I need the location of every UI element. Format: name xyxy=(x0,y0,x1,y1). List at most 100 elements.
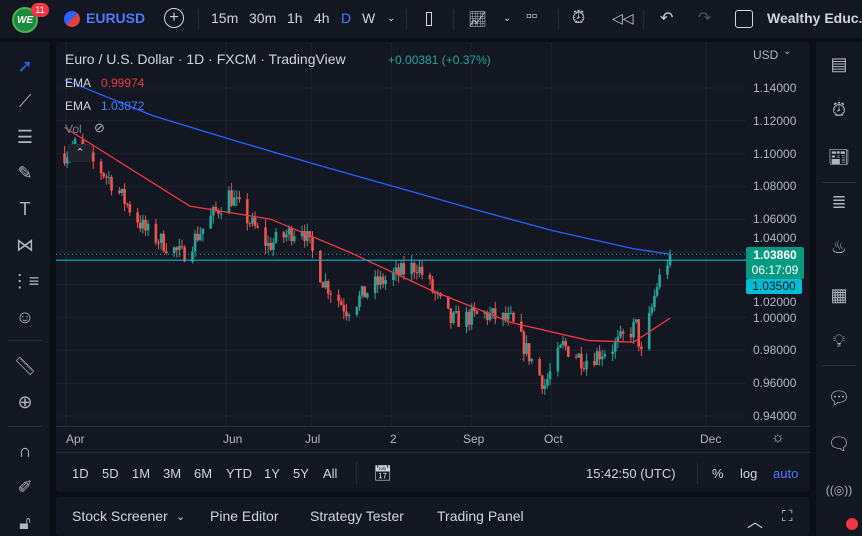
alarm-clock-icon[interactable]: ⏰︎ xyxy=(831,99,847,120)
ema-slow-label[interactable]: EMA xyxy=(65,99,92,113)
candle-body xyxy=(543,385,547,389)
candle-body xyxy=(272,242,275,250)
emoji-icon[interactable]: ☺ xyxy=(15,306,35,327)
candle-body xyxy=(138,222,142,229)
chevron-down-icon[interactable]: ⌄ xyxy=(176,511,186,523)
price-chart[interactable] xyxy=(56,42,810,492)
forecast-icon[interactable]: ⋮≡ xyxy=(10,270,40,291)
interval-d[interactable]: D xyxy=(341,10,352,26)
chevron-down-icon[interactable]: ⌄ xyxy=(387,13,396,24)
auto-toggle[interactable]: auto xyxy=(773,466,799,481)
ruler-icon[interactable]: 📏︎ xyxy=(13,355,37,376)
candle-body xyxy=(337,294,340,302)
candle-body xyxy=(637,319,641,347)
zoom-in-icon[interactable]: ⊕ xyxy=(17,391,33,412)
clock-utc[interactable]: 15:42:50 (UTC) xyxy=(586,466,676,481)
candle-body xyxy=(157,242,160,244)
interval-1h[interactable]: 1h xyxy=(287,10,303,26)
text-icon[interactable]: T xyxy=(19,198,31,219)
interval-15m[interactable]: 15m xyxy=(211,10,239,26)
layout-checkbox[interactable] xyxy=(735,10,753,28)
candle-body xyxy=(504,312,507,320)
candle-body xyxy=(418,266,421,273)
range-ytd[interactable]: YTD xyxy=(226,466,252,481)
candle-body xyxy=(266,242,270,246)
candle-body xyxy=(559,345,562,348)
messages-icon[interactable]: 🗨︎ xyxy=(827,433,851,454)
calendar-icon[interactable]: ▦ xyxy=(830,284,848,305)
range-all[interactable]: All xyxy=(323,466,338,481)
currency-chevron-icon[interactable]: ⌄ xyxy=(783,46,792,57)
horizontal-lines-icon[interactable]: ☰ xyxy=(16,126,34,147)
candle-body xyxy=(191,251,194,262)
range-3m[interactable]: 3M xyxy=(163,466,182,481)
streams-icon[interactable]: ((◎)) xyxy=(825,483,853,497)
vol-label[interactable]: Vol xyxy=(65,122,82,136)
candle-body xyxy=(658,274,661,288)
tab-pine-editor[interactable]: Pine Editor xyxy=(210,508,279,524)
collapse-legend-button[interactable]: ⌃ xyxy=(68,144,92,162)
maximize-panel-icon[interactable]: ⛶ xyxy=(782,508,793,525)
interval-30m[interactable]: 30m xyxy=(249,10,277,26)
lock-drawings-icon[interactable]: ✐ xyxy=(17,476,33,497)
candle-body xyxy=(363,286,367,298)
price-tick: 1.10000 xyxy=(753,146,797,161)
pattern-icon[interactable]: ⋈ xyxy=(16,234,34,255)
tab-stock-screener[interactable]: Stock Screener xyxy=(72,508,168,524)
notification-dot xyxy=(846,518,858,530)
range-1m[interactable]: 1M xyxy=(132,466,151,481)
tab-trading-panel[interactable]: Trading Panel xyxy=(437,508,524,524)
alert-icon[interactable]: ⏰︎ xyxy=(572,8,586,27)
candle-body xyxy=(666,265,669,275)
candle-body xyxy=(525,343,528,354)
ideas-bulb-icon[interactable]: 💡︎ xyxy=(832,330,846,351)
ema-fast-label[interactable]: EMA xyxy=(65,76,92,90)
range-1y[interactable]: 1Y xyxy=(264,466,280,481)
candle-body xyxy=(491,308,494,314)
undo-icon[interactable]: ↶ xyxy=(660,10,674,27)
candle-body xyxy=(585,360,588,370)
chart-pane[interactable]: Euro / U.S. Dollar · 1D · FXCM · Trading… xyxy=(56,42,810,492)
candle-body xyxy=(110,177,113,191)
layout-name[interactable]: Wealthy Educ... xyxy=(767,10,862,26)
range-6m[interactable]: 6M xyxy=(194,466,213,481)
symbol-search[interactable]: EURUSD xyxy=(86,10,146,26)
collapse-panel-icon[interactable]: ︿ xyxy=(747,514,764,531)
watchlist-icon[interactable]: ▤ xyxy=(830,53,848,74)
candle-body xyxy=(655,287,659,296)
go-to-date-icon[interactable]: 📅︎ xyxy=(373,465,393,482)
range-5d[interactable]: 5D xyxy=(102,466,119,481)
add-symbol-icon[interactable]: + xyxy=(164,8,184,28)
brush-icon[interactable]: ✎ xyxy=(17,162,33,183)
cursor-icon[interactable]: ➚ xyxy=(17,55,33,76)
ema-slow-value: 1.03872 xyxy=(101,99,145,113)
candle-body xyxy=(501,312,505,319)
indicators-icon[interactable]: 📈︎ xyxy=(468,11,488,28)
replay-icon[interactable]: ◁◁ xyxy=(612,10,634,26)
candle-body xyxy=(413,262,416,273)
candles-icon[interactable] xyxy=(422,9,436,29)
tab-strategy-tester[interactable]: Strategy Tester xyxy=(310,508,404,524)
chart-settings-icon[interactable]: ☼ xyxy=(771,429,785,446)
range-5y[interactable]: 5Y xyxy=(293,466,309,481)
percent-toggle[interactable]: % xyxy=(712,466,724,481)
add-list-icon[interactable]: ≣ xyxy=(831,191,847,212)
range-1d[interactable]: 1D xyxy=(72,466,89,481)
hotlist-fire-icon[interactable]: ♨ xyxy=(830,236,848,257)
magnet-icon[interactable]: ∩ xyxy=(18,440,32,461)
lock-icon[interactable]: 🔓︎ xyxy=(19,512,31,533)
layouts-icon[interactable]: ▫▫ xyxy=(526,8,538,25)
interval-4h[interactable]: 4h xyxy=(314,10,330,26)
candle-body xyxy=(120,188,124,194)
currency-selector[interactable]: USD xyxy=(753,48,779,62)
redo-icon[interactable]: ↷ xyxy=(698,10,712,27)
candle-body xyxy=(245,199,249,224)
eye-hidden-icon[interactable]: ⊘ xyxy=(94,120,105,135)
chat-icon[interactable]: 💬︎ xyxy=(827,387,851,408)
interval-w[interactable]: W xyxy=(362,10,376,26)
chevron-down-icon[interactable]: ⌄ xyxy=(503,13,512,24)
candle-body xyxy=(269,242,273,250)
news-icon[interactable]: 📰︎ xyxy=(827,146,851,167)
trend-line-icon[interactable]: ⟋ xyxy=(18,90,32,111)
log-toggle[interactable]: log xyxy=(740,466,758,481)
